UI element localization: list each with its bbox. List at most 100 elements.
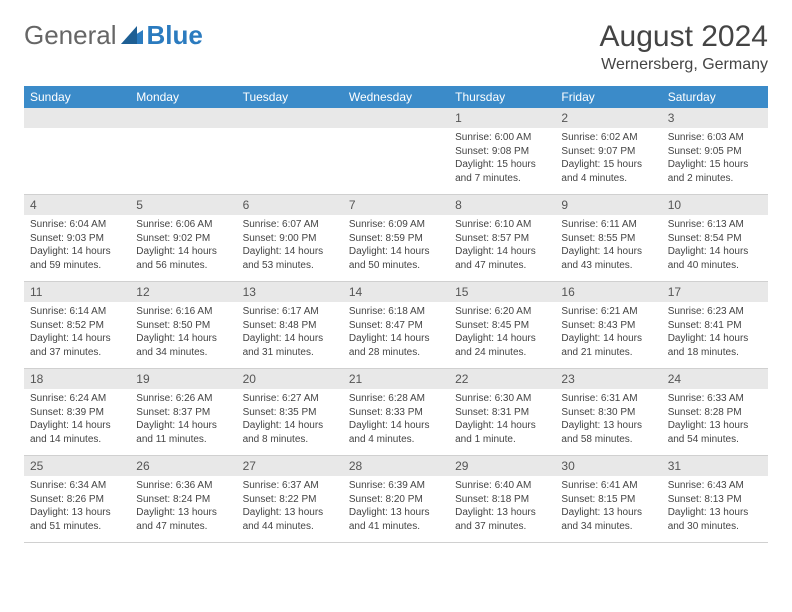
calendar-week-row: 11Sunrise: 6:14 AMSunset: 8:52 PMDayligh… — [24, 282, 768, 369]
day-number: 18 — [24, 369, 130, 389]
day-cell: 28Sunrise: 6:39 AMSunset: 8:20 PMDayligh… — [343, 456, 449, 543]
day-number: 19 — [130, 369, 236, 389]
weekday-header: Sunday — [24, 86, 130, 108]
day-details: Sunrise: 6:37 AMSunset: 8:22 PMDaylight:… — [237, 476, 343, 536]
day-cell — [24, 108, 130, 195]
day-number: 1 — [449, 108, 555, 128]
day-number: 30 — [555, 456, 661, 476]
calendar-week-row: 25Sunrise: 6:34 AMSunset: 8:26 PMDayligh… — [24, 456, 768, 543]
day-cell: 7Sunrise: 6:09 AMSunset: 8:59 PMDaylight… — [343, 195, 449, 282]
calendar-week-row: 1Sunrise: 6:00 AMSunset: 9:08 PMDaylight… — [24, 108, 768, 195]
day-details: Sunrise: 6:13 AMSunset: 8:54 PMDaylight:… — [662, 215, 768, 275]
day-details: Sunrise: 6:03 AMSunset: 9:05 PMDaylight:… — [662, 128, 768, 188]
day-number: 10 — [662, 195, 768, 215]
day-cell: 10Sunrise: 6:13 AMSunset: 8:54 PMDayligh… — [662, 195, 768, 282]
weekday-header: Thursday — [449, 86, 555, 108]
day-number: 31 — [662, 456, 768, 476]
day-cell: 23Sunrise: 6:31 AMSunset: 8:30 PMDayligh… — [555, 369, 661, 456]
weekday-header: Monday — [130, 86, 236, 108]
day-cell: 2Sunrise: 6:02 AMSunset: 9:07 PMDaylight… — [555, 108, 661, 195]
day-cell — [237, 108, 343, 195]
day-details: Sunrise: 6:27 AMSunset: 8:35 PMDaylight:… — [237, 389, 343, 449]
day-cell: 16Sunrise: 6:21 AMSunset: 8:43 PMDayligh… — [555, 282, 661, 369]
title-block: August 2024 Wernersberg, Germany — [600, 20, 768, 74]
day-details: Sunrise: 6:26 AMSunset: 8:37 PMDaylight:… — [130, 389, 236, 449]
day-cell: 9Sunrise: 6:11 AMSunset: 8:55 PMDaylight… — [555, 195, 661, 282]
header: General Blue August 2024 Wernersberg, Ge… — [24, 20, 768, 74]
weekday-header: Tuesday — [237, 86, 343, 108]
weekday-header: Friday — [555, 86, 661, 108]
day-cell: 8Sunrise: 6:10 AMSunset: 8:57 PMDaylight… — [449, 195, 555, 282]
day-details: Sunrise: 6:04 AMSunset: 9:03 PMDaylight:… — [24, 215, 130, 275]
day-number: 2 — [555, 108, 661, 128]
weekday-header: Saturday — [662, 86, 768, 108]
day-cell: 15Sunrise: 6:20 AMSunset: 8:45 PMDayligh… — [449, 282, 555, 369]
day-cell: 6Sunrise: 6:07 AMSunset: 9:00 PMDaylight… — [237, 195, 343, 282]
day-details: Sunrise: 6:21 AMSunset: 8:43 PMDaylight:… — [555, 302, 661, 362]
day-details: Sunrise: 6:00 AMSunset: 9:08 PMDaylight:… — [449, 128, 555, 188]
day-number: 29 — [449, 456, 555, 476]
day-number: 13 — [237, 282, 343, 302]
day-number: 4 — [24, 195, 130, 215]
day-number: 6 — [237, 195, 343, 215]
day-cell: 3Sunrise: 6:03 AMSunset: 9:05 PMDaylight… — [662, 108, 768, 195]
calendar-week-row: 18Sunrise: 6:24 AMSunset: 8:39 PMDayligh… — [24, 369, 768, 456]
day-details: Sunrise: 6:06 AMSunset: 9:02 PMDaylight:… — [130, 215, 236, 275]
day-cell: 5Sunrise: 6:06 AMSunset: 9:02 PMDaylight… — [130, 195, 236, 282]
day-cell: 31Sunrise: 6:43 AMSunset: 8:13 PMDayligh… — [662, 456, 768, 543]
day-details: Sunrise: 6:16 AMSunset: 8:50 PMDaylight:… — [130, 302, 236, 362]
day-details: Sunrise: 6:43 AMSunset: 8:13 PMDaylight:… — [662, 476, 768, 536]
day-details: Sunrise: 6:02 AMSunset: 9:07 PMDaylight:… — [555, 128, 661, 188]
day-number: 26 — [130, 456, 236, 476]
weekday-header: Wednesday — [343, 86, 449, 108]
day-number: 3 — [662, 108, 768, 128]
day-cell: 4Sunrise: 6:04 AMSunset: 9:03 PMDaylight… — [24, 195, 130, 282]
day-cell: 18Sunrise: 6:24 AMSunset: 8:39 PMDayligh… — [24, 369, 130, 456]
day-details: Sunrise: 6:18 AMSunset: 8:47 PMDaylight:… — [343, 302, 449, 362]
day-cell: 20Sunrise: 6:27 AMSunset: 8:35 PMDayligh… — [237, 369, 343, 456]
day-details: Sunrise: 6:23 AMSunset: 8:41 PMDaylight:… — [662, 302, 768, 362]
weekday-header-row: Sunday Monday Tuesday Wednesday Thursday… — [24, 86, 768, 108]
day-number: 21 — [343, 369, 449, 389]
day-details: Sunrise: 6:24 AMSunset: 8:39 PMDaylight:… — [24, 389, 130, 449]
day-details: Sunrise: 6:30 AMSunset: 8:31 PMDaylight:… — [449, 389, 555, 449]
day-cell: 21Sunrise: 6:28 AMSunset: 8:33 PMDayligh… — [343, 369, 449, 456]
day-number: 8 — [449, 195, 555, 215]
day-cell: 17Sunrise: 6:23 AMSunset: 8:41 PMDayligh… — [662, 282, 768, 369]
day-details: Sunrise: 6:11 AMSunset: 8:55 PMDaylight:… — [555, 215, 661, 275]
day-details: Sunrise: 6:17 AMSunset: 8:48 PMDaylight:… — [237, 302, 343, 362]
day-details: Sunrise: 6:28 AMSunset: 8:33 PMDaylight:… — [343, 389, 449, 449]
day-number: 14 — [343, 282, 449, 302]
day-cell — [343, 108, 449, 195]
day-details: Sunrise: 6:10 AMSunset: 8:57 PMDaylight:… — [449, 215, 555, 275]
day-number: 17 — [662, 282, 768, 302]
day-details: Sunrise: 6:09 AMSunset: 8:59 PMDaylight:… — [343, 215, 449, 275]
day-cell: 24Sunrise: 6:33 AMSunset: 8:28 PMDayligh… — [662, 369, 768, 456]
triangle-icon — [121, 20, 143, 51]
day-cell: 27Sunrise: 6:37 AMSunset: 8:22 PMDayligh… — [237, 456, 343, 543]
day-cell: 25Sunrise: 6:34 AMSunset: 8:26 PMDayligh… — [24, 456, 130, 543]
day-number: 9 — [555, 195, 661, 215]
day-details: Sunrise: 6:40 AMSunset: 8:18 PMDaylight:… — [449, 476, 555, 536]
day-cell: 22Sunrise: 6:30 AMSunset: 8:31 PMDayligh… — [449, 369, 555, 456]
day-cell: 11Sunrise: 6:14 AMSunset: 8:52 PMDayligh… — [24, 282, 130, 369]
day-cell: 30Sunrise: 6:41 AMSunset: 8:15 PMDayligh… — [555, 456, 661, 543]
day-number: 20 — [237, 369, 343, 389]
day-details: Sunrise: 6:14 AMSunset: 8:52 PMDaylight:… — [24, 302, 130, 362]
day-number: 16 — [555, 282, 661, 302]
day-details: Sunrise: 6:39 AMSunset: 8:20 PMDaylight:… — [343, 476, 449, 536]
location: Wernersberg, Germany — [600, 56, 768, 74]
calendar-week-row: 4Sunrise: 6:04 AMSunset: 9:03 PMDaylight… — [24, 195, 768, 282]
day-number: 12 — [130, 282, 236, 302]
day-cell: 26Sunrise: 6:36 AMSunset: 8:24 PMDayligh… — [130, 456, 236, 543]
day-cell: 12Sunrise: 6:16 AMSunset: 8:50 PMDayligh… — [130, 282, 236, 369]
month-title: August 2024 — [600, 20, 768, 54]
logo-text-general: General — [24, 20, 117, 51]
day-cell: 1Sunrise: 6:00 AMSunset: 9:08 PMDaylight… — [449, 108, 555, 195]
day-number: 25 — [24, 456, 130, 476]
day-details: Sunrise: 6:20 AMSunset: 8:45 PMDaylight:… — [449, 302, 555, 362]
day-details: Sunrise: 6:07 AMSunset: 9:00 PMDaylight:… — [237, 215, 343, 275]
day-cell: 19Sunrise: 6:26 AMSunset: 8:37 PMDayligh… — [130, 369, 236, 456]
day-number: 11 — [24, 282, 130, 302]
day-cell: 14Sunrise: 6:18 AMSunset: 8:47 PMDayligh… — [343, 282, 449, 369]
